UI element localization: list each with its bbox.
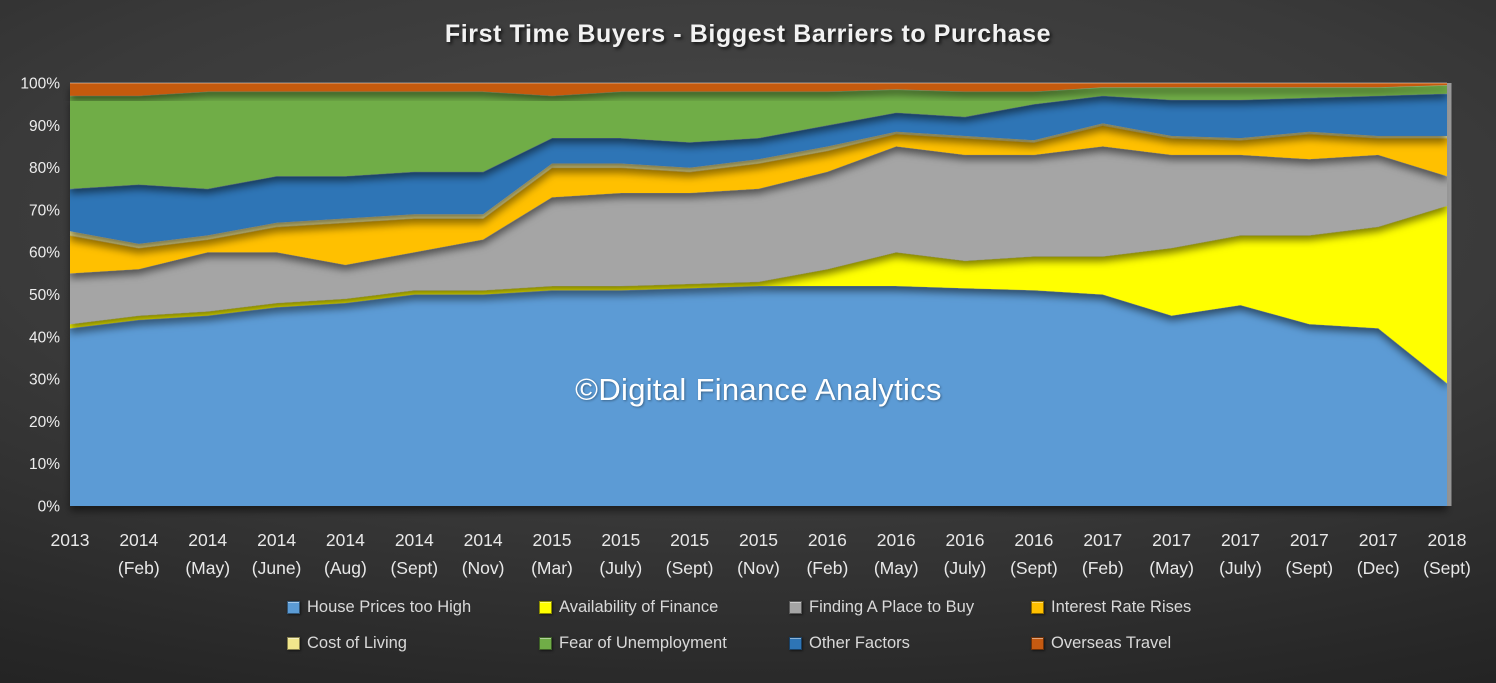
x-axis-label-year: 2013	[51, 530, 90, 550]
area-finding-a-place-to-buy	[70, 146, 1447, 325]
y-axis-label: 90%	[29, 118, 60, 135]
legend-label: Fear of Unemployment	[559, 634, 727, 652]
legend-swatch-icon	[789, 601, 802, 614]
legend-swatch-icon	[287, 637, 300, 650]
x-axis-label-year: 2017	[1083, 530, 1122, 550]
legend-item-interest-rate-rises: Interest Rate Rises	[1031, 598, 1209, 617]
legend-swatch-icon	[1031, 637, 1044, 650]
x-axis-label-year: 2014	[395, 530, 434, 550]
y-axis-label: 0%	[38, 499, 61, 516]
x-axis-label-year: 2017	[1152, 530, 1191, 550]
area-other-factors	[70, 93, 1447, 244]
area-overseas-travel	[70, 83, 1447, 96]
x-axis-label-year: 2016	[946, 530, 985, 550]
x-axis-label-year: 2015	[670, 530, 709, 550]
x-axis-label-year: 2017	[1290, 530, 1329, 550]
legend-grid: House Prices too High Availability of Fin…	[287, 598, 1209, 653]
y-axis-label: 40%	[29, 329, 60, 346]
legend-label: Other Factors	[809, 634, 910, 652]
x-axis-label-month: (Feb)	[1082, 558, 1124, 578]
x-axis-label-month: (Feb)	[806, 558, 848, 578]
y-axis-label: 20%	[29, 414, 60, 431]
x-axis-label-month: (Sept)	[390, 558, 438, 578]
legend-label: Interest Rate Rises	[1051, 598, 1192, 616]
x-axis-label-year: 2014	[119, 530, 158, 550]
x-axis-label-year: 2018	[1428, 530, 1467, 550]
area-cost-of-living	[70, 123, 1447, 248]
x-axis-label-month: (June)	[252, 558, 302, 578]
x-axis-label-month: (Sept)	[1423, 558, 1471, 578]
x-axis-label-month: (Aug)	[324, 558, 367, 578]
x-axis-label-month: (July)	[1219, 558, 1262, 578]
legend-item-cost-of-living: Cost of Living	[287, 634, 539, 653]
x-axis-label-month: (July)	[599, 558, 642, 578]
legend-item-fear-of-unemployment: Fear of Unemployment	[539, 634, 789, 653]
area-interest-rate-rises	[70, 125, 1447, 274]
y-axis-label: 10%	[29, 456, 60, 473]
legend-label: Finding A Place to Buy	[809, 598, 975, 616]
y-axis-label: 100%	[20, 76, 60, 93]
legend-item-other-factors: Other Factors	[789, 634, 1031, 653]
x-axis-label-year: 2014	[464, 530, 503, 550]
x-axis-label-month: (July)	[944, 558, 987, 578]
x-axis-label-month: (Sept)	[1010, 558, 1058, 578]
x-axis-label-month: (Feb)	[118, 558, 160, 578]
chart-title: First Time Buyers - Biggest Barriers to …	[444, 20, 1052, 48]
legend-swatch-icon	[287, 601, 300, 614]
x-axis-label-month: (Nov)	[737, 558, 780, 578]
y-axis-label: 30%	[29, 372, 60, 389]
legend-item-overseas-travel: Overseas Travel	[1031, 634, 1209, 653]
legend-item-finding-a-place-to-buy: Finding A Place to Buy	[789, 598, 1031, 617]
x-axis-label-month: (Nov)	[462, 558, 505, 578]
y-axis-label: 80%	[29, 160, 60, 177]
legend-swatch-icon	[539, 637, 552, 650]
x-axis-label-month: (Sept)	[1285, 558, 1333, 578]
x-axis-label-year: 2017	[1359, 530, 1398, 550]
x-axis-label-year: 2015	[739, 530, 778, 550]
y-axis-label: 70%	[29, 202, 60, 219]
legend-label: House Prices too High	[307, 598, 472, 616]
x-axis-label-year: 2016	[808, 530, 847, 550]
legend-item-house-prices-too-high: House Prices too High	[287, 598, 539, 617]
legend-swatch-icon	[539, 601, 552, 614]
legend-swatch-icon	[789, 637, 802, 650]
x-axis-label-year: 2014	[326, 530, 365, 550]
x-axis-label-year: 2015	[601, 530, 640, 550]
x-axis-label-year: 2014	[257, 530, 296, 550]
area-availability-of-finance	[70, 205, 1447, 384]
legend-label: Overseas Travel	[1051, 634, 1172, 652]
legend-label: Cost of Living	[307, 634, 407, 652]
x-axis-label-year: 2016	[877, 530, 916, 550]
x-axis-label-year: 2014	[188, 530, 227, 550]
x-axis-label-month: (Dec)	[1357, 558, 1400, 578]
x-axis-label-month: (May)	[1149, 558, 1194, 578]
x-axis-label-month: (May)	[874, 558, 919, 578]
chart-legend: House Prices too High Availability of Fin…	[0, 598, 1496, 653]
x-axis-label-year: 2017	[1221, 530, 1260, 550]
area-house-prices-too-high	[70, 286, 1447, 506]
y-axis-label: 60%	[29, 245, 60, 262]
y-axis-label: 50%	[29, 287, 60, 304]
legend-item-availability-of-finance: Availability of Finance	[539, 598, 789, 617]
plot-side-wall	[1447, 83, 1452, 506]
x-axis-label-month: (May)	[185, 558, 230, 578]
x-axis-label-month: (Mar)	[531, 558, 573, 578]
legend-label: Availability of Finance	[559, 598, 719, 616]
x-axis-label-month: (Sept)	[666, 558, 714, 578]
x-axis-label-year: 2015	[533, 530, 572, 550]
area-fear-of-unemployment	[70, 85, 1447, 189]
x-axis-label-year: 2016	[1014, 530, 1053, 550]
legend-swatch-icon	[1031, 601, 1044, 614]
